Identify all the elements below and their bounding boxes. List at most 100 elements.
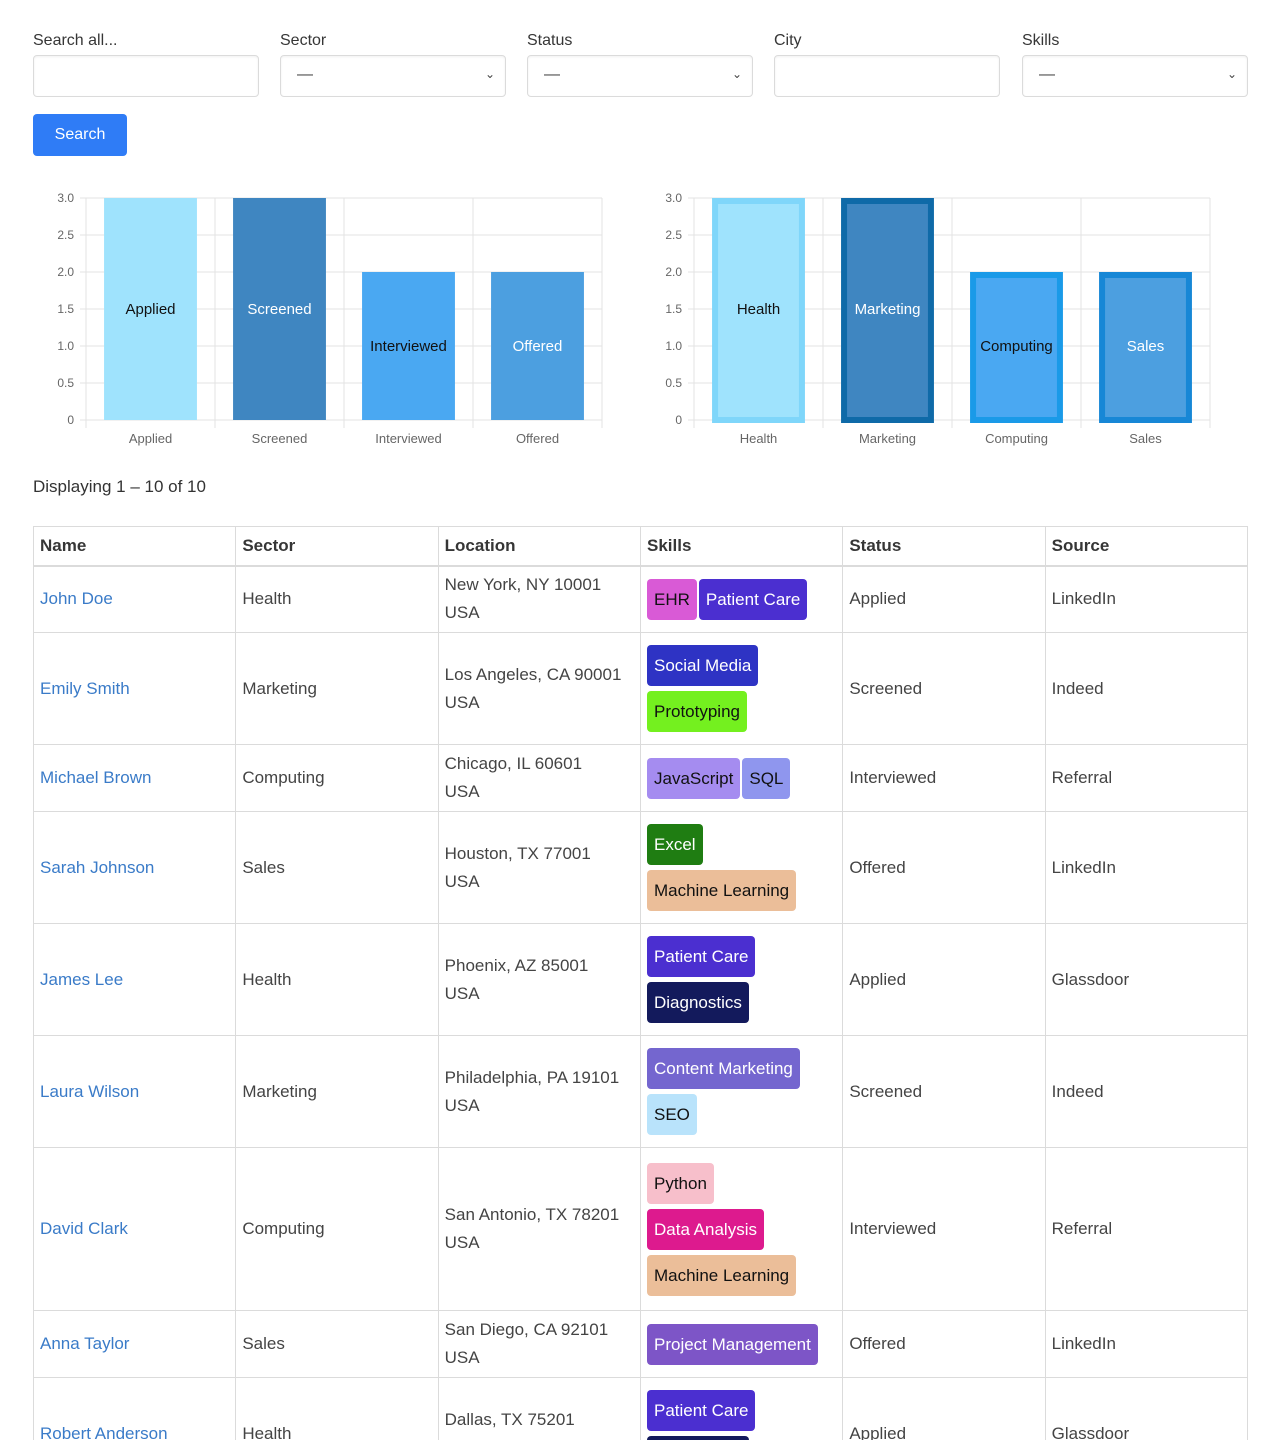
cell-skills: Social Media Prototyping <box>639 632 844 745</box>
cell-skills: Python Data Analysis Machine Learning <box>639 1147 844 1311</box>
location-line-1: San Antonio, TX 78201 <box>444 1205 620 1224</box>
cell-sector: Health <box>235 1377 439 1440</box>
candidate-name-link[interactable]: Emily Smith <box>40 678 130 698</box>
skill-tag: Project Management <box>646 1323 818 1365</box>
cell-skills: Project Management <box>639 1310 844 1378</box>
y-tick-label: 2.5 <box>57 228 74 242</box>
x-tick-label: Interviewed <box>375 431 441 446</box>
candidate-name-link[interactable]: Laura Wilson <box>40 1081 140 1101</box>
cell-sector: Computing <box>235 1147 439 1311</box>
cell-source: Indeed <box>1044 632 1248 745</box>
candidates-table-wrap: Name Sector Location Skills Status Sourc… <box>33 526 1248 1440</box>
x-tick-label: Health <box>740 431 778 446</box>
candidate-name-link[interactable]: James Lee <box>40 969 124 989</box>
location-line-1: San Diego, CA 92101 <box>444 1320 609 1339</box>
chevron-down-icon: ⌄ <box>484 67 495 81</box>
y-tick-label: 1.0 <box>57 339 74 353</box>
search-all-input[interactable] <box>33 55 259 97</box>
bar-label: Offered <box>513 338 563 355</box>
cell-source: LinkedIn <box>1044 811 1248 924</box>
cell-name: Robert Anderson <box>33 1377 237 1440</box>
table-row: Sarah Johnson Sales Houston, TX 77001 USA Ex… <box>33 811 1248 924</box>
cell-source: LinkedIn <box>1044 565 1248 633</box>
cell-source: LinkedIn <box>1044 1310 1248 1378</box>
skill-tag: Excel <box>646 824 703 865</box>
x-tick-label: Marketing <box>859 431 916 446</box>
skill-tag: Content Marketing <box>646 1048 800 1089</box>
cell-source: Referral <box>1044 744 1248 812</box>
skills-field: Skills — ⌄ <box>1022 30 1248 97</box>
bar <box>491 272 584 420</box>
y-tick-label: 2.0 <box>57 265 74 279</box>
cell-name: Sarah Johnson <box>33 811 237 924</box>
skill-tag: SEO <box>646 1094 697 1135</box>
x-tick-label: Computing <box>985 431 1048 446</box>
skill-tag: Social Media <box>646 645 759 686</box>
search-button[interactable]: Search <box>33 114 127 156</box>
candidate-name-link[interactable]: John Doe <box>40 589 113 609</box>
y-tick-label: 0 <box>675 413 682 427</box>
skills-select[interactable]: — ⌄ <box>1022 55 1248 97</box>
column-header-location[interactable]: Location <box>437 526 641 567</box>
table-row: Michael Brown Computing Chicago, IL 60601 U… <box>33 744 1248 812</box>
bar <box>104 198 197 420</box>
cell-skills: EHR Patient Care <box>639 565 844 633</box>
x-tick-label: Applied <box>129 431 172 446</box>
status-select[interactable]: — ⌄ <box>527 55 753 97</box>
column-header-sector[interactable]: Sector <box>235 526 439 567</box>
cell-sector: Sales <box>235 811 439 924</box>
cell-location: San Diego, CA 92101 USA <box>437 1310 641 1378</box>
skill-tag: Patient Care <box>698 578 808 620</box>
column-header-skills[interactable]: Skills <box>639 526 844 567</box>
column-header-status[interactable]: Status <box>842 526 1046 567</box>
city-field: City <box>774 30 1000 97</box>
cell-source: Glassdoor <box>1044 923 1248 1036</box>
status-field: Status — ⌄ <box>527 30 753 97</box>
cell-location: Los Angeles, CA 90001 USA <box>437 632 641 745</box>
location-country: USA <box>444 782 480 801</box>
location-line-1: Philadelphia, PA 19101 <box>444 1067 620 1087</box>
bar <box>841 198 934 423</box>
table-row: James Lee Health Phoenix, AZ 85001 USA Patie… <box>33 923 1248 1036</box>
cell-sector: Sales <box>235 1310 439 1378</box>
cell-name: David Clark <box>33 1147 237 1311</box>
cell-name: Anna Taylor <box>33 1310 237 1378</box>
sector-select[interactable]: — ⌄ <box>280 55 506 97</box>
candidate-name-link[interactable]: Sarah Johnson <box>40 857 155 877</box>
x-tick-label: Sales <box>1129 431 1162 446</box>
location-line-1: Chicago, IL 60601 <box>444 754 583 773</box>
cell-skills: Content Marketing SEO <box>639 1035 844 1148</box>
candidate-name-link[interactable]: Robert Anderson <box>40 1423 168 1440</box>
search-all-label: Search all... <box>33 32 118 49</box>
status-bar-chart: 0 0.5 1.0 1.5 2.0 2.5 3.0 Applied Applied Screene… <box>57 191 603 446</box>
candidate-name-link[interactable]: Michael Brown <box>40 768 152 787</box>
table-row: John Doe Health New York, NY 10001 USA EHR Pa… <box>33 565 1248 633</box>
skills-label: Skills <box>1022 32 1060 49</box>
y-tick-label: 1.5 <box>57 302 74 316</box>
city-input[interactable] <box>774 55 1000 97</box>
cell-status: Interviewed <box>842 1147 1046 1311</box>
cell-status: Screened <box>842 632 1046 745</box>
x-tick-label: Offered <box>516 431 559 446</box>
candidate-name-link[interactable]: David Clark <box>40 1219 128 1238</box>
column-header-source[interactable]: Source <box>1044 526 1248 567</box>
sector-field: Sector — ⌄ <box>280 30 506 97</box>
y-tick-label: 2.0 <box>665 265 682 279</box>
cell-location: New York, NY 10001 USA <box>437 565 641 633</box>
location-country: USA <box>444 603 480 623</box>
y-tick-label: 1.5 <box>665 302 682 316</box>
candidate-name-link[interactable]: Anna Taylor <box>40 1334 130 1353</box>
cell-location: Dallas, TX 75201 USA <box>437 1377 641 1440</box>
location-line-1: Phoenix, AZ 85001 <box>444 955 589 975</box>
cell-name: Emily Smith <box>33 632 237 745</box>
cell-status: Offered <box>842 1310 1046 1378</box>
cell-skills: Patient Care Diagnostics <box>639 923 844 1036</box>
y-tick-label: 1.0 <box>665 339 682 353</box>
cell-status: Offered <box>842 811 1046 924</box>
table-row: Laura Wilson Marketing Philadelphia, PA 19… <box>33 1035 1248 1148</box>
y-tick-label: 0.5 <box>665 376 682 390</box>
location-country: USA <box>445 1434 634 1440</box>
cell-name: Michael Brown <box>33 744 237 812</box>
column-header-name[interactable]: Name <box>33 526 237 567</box>
